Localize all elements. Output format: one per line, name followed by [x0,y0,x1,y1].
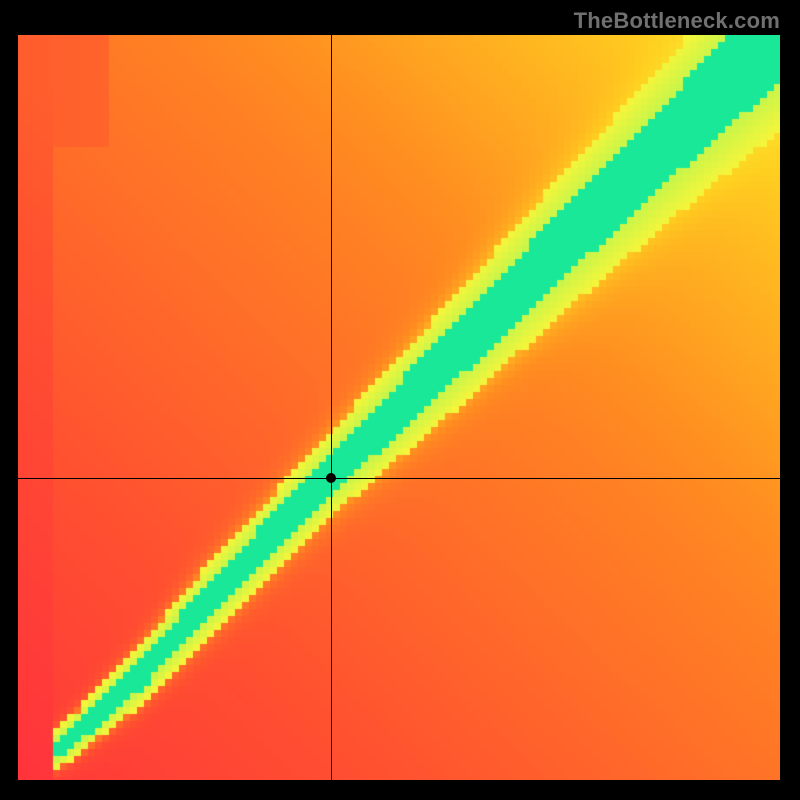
crosshair-vertical [331,35,332,780]
chart-container: TheBottleneck.com [0,0,800,800]
watermark-label: TheBottleneck.com [574,8,780,34]
heatmap-canvas [18,35,780,780]
crosshair-marker [326,473,336,483]
crosshair-horizontal [18,478,780,479]
